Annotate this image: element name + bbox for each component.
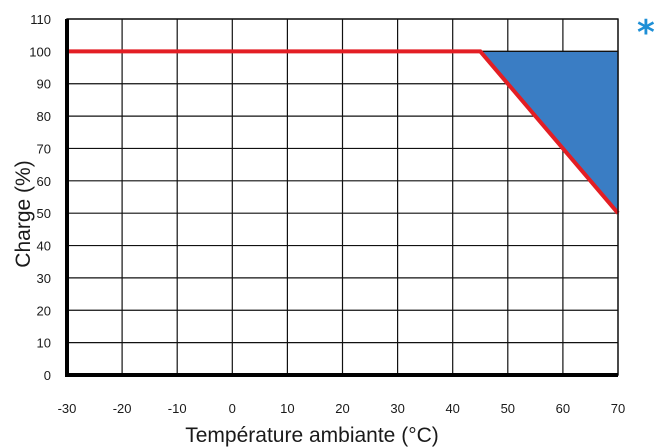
- x-tick-label-70: 70: [611, 401, 625, 416]
- x-axis-title: Température ambiante (°C): [185, 424, 439, 447]
- x-tick-label-30: 30: [390, 401, 404, 416]
- y-tick-label-80: 80: [37, 109, 51, 124]
- asterisk-annotation: *: [637, 13, 655, 53]
- y-tick-label-10: 10: [37, 336, 51, 351]
- derating-curve: [67, 49, 620, 215]
- x-tick-label-40: 40: [445, 401, 459, 416]
- y-tick-label-110: 110: [30, 12, 51, 27]
- x-tick-label--20: -20: [113, 401, 132, 416]
- y-tick-labels: 0 10 20 30 40 50 60 70 80 90 100 110: [29, 12, 51, 383]
- y-tick-label-30: 30: [37, 271, 51, 286]
- x-tick-labels: -30 -20 -10 0 10 20 30 40 50 60 70: [58, 401, 626, 416]
- y-tick-label-50: 50: [37, 206, 51, 221]
- y-tick-label-0: 0: [44, 368, 51, 383]
- x-tick-label-0: 0: [229, 401, 236, 416]
- x-tick-label--10: -10: [168, 401, 187, 416]
- x-tick-label-20: 20: [335, 401, 349, 416]
- x-tick-label-10: 10: [280, 401, 294, 416]
- x-tick-label-60: 60: [556, 401, 570, 416]
- y-tick-label-40: 40: [37, 239, 51, 254]
- plot-frame: [65, 18, 619, 377]
- x-tick-label--30: -30: [58, 401, 77, 416]
- y-tick-label-90: 90: [37, 77, 51, 92]
- y-tick-label-100: 100: [29, 44, 51, 59]
- y-tick-label-70: 70: [37, 141, 51, 156]
- y-axis-title: Charge (%): [12, 160, 35, 267]
- x-tick-label-50: 50: [501, 401, 515, 416]
- y-tick-label-20: 20: [37, 303, 51, 318]
- y-tick-label-60: 60: [37, 174, 51, 189]
- derating-curve-line: [67, 49, 620, 215]
